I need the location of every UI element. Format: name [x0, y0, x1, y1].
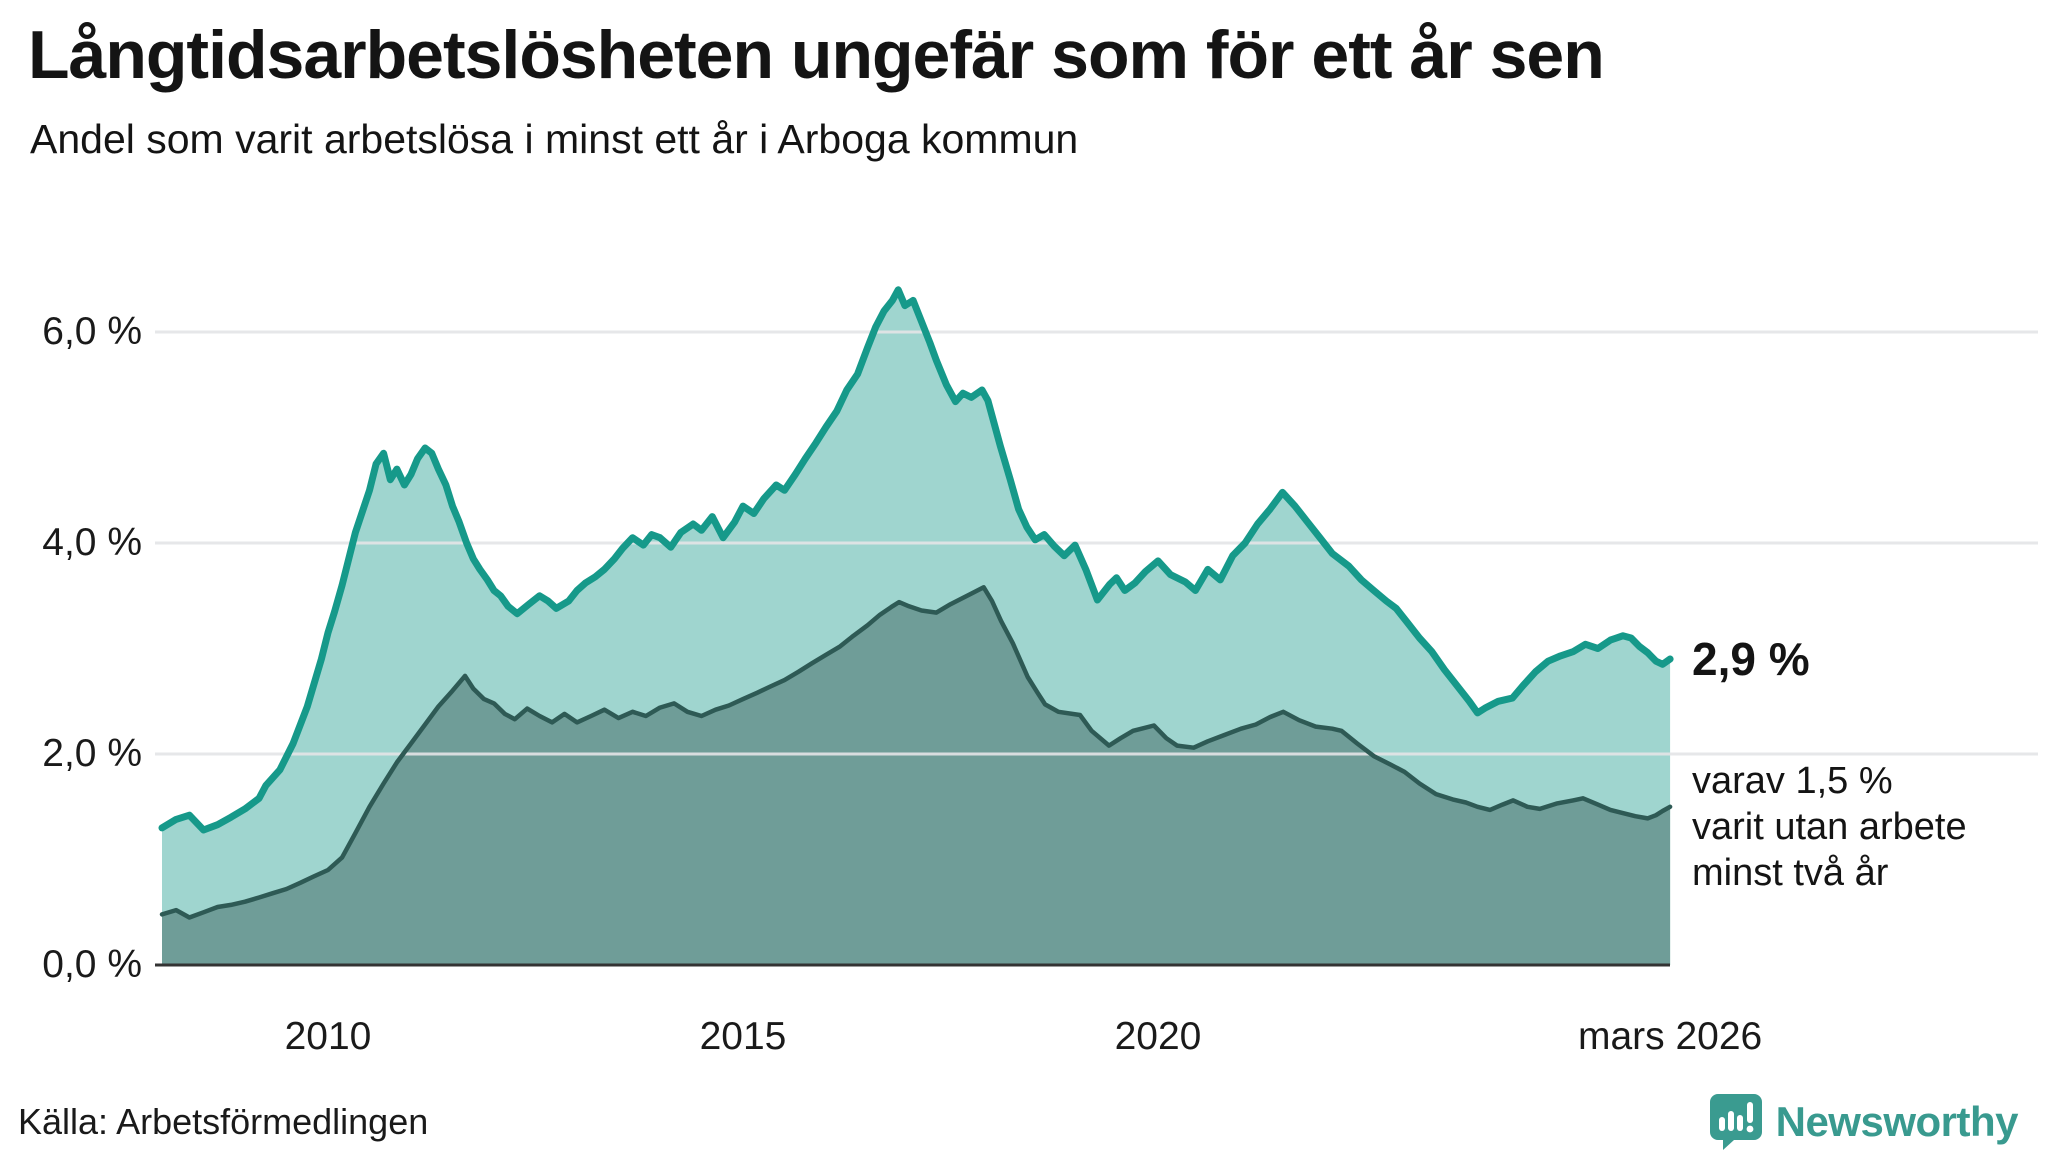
line-two-years [159, 585, 1673, 920]
newsworthy-logo-text: Newsworthy [1775, 1098, 2019, 1145]
y-tick-label: 2,0 % [42, 732, 142, 775]
line-one-year [158, 286, 1674, 834]
newsworthy-bubble-chart-icon [1709, 1094, 1762, 1150]
newsworthy-logo: Newsworthy [1709, 1094, 2019, 1150]
y-tick-label: 6,0 % [42, 310, 142, 353]
area-fill-two-years [162, 587, 1671, 965]
series-end-value-label: 2,9 % [1692, 633, 1810, 685]
page-title: Långtidsarbetslösheten ungefär som för e… [28, 17, 1605, 93]
x-tick-label: mars 2026 [1577, 1015, 1763, 1058]
y-tick-label: 4,0 % [42, 521, 142, 564]
x-tick-label: 2020 [1114, 1015, 1202, 1058]
x-tick-label: 2010 [284, 1015, 372, 1058]
x-tick-label: 2015 [699, 1015, 787, 1058]
annotation-line: minst två år [1692, 852, 1889, 894]
speech-bubble-shape [1709, 1094, 1762, 1150]
page-subtitle: Andel som varit arbetslösa i minst ett å… [30, 116, 1079, 162]
y-tick-label: 0,0 % [42, 943, 142, 986]
series-secondary-annotation: varav 1,5 % varit utan arbete minst två … [1692, 758, 1967, 896]
annotation-line: varav 1,5 % [1692, 760, 1893, 802]
source-caption: Källa: Arbetsförmedlingen [18, 1101, 429, 1142]
annotation-line: varit utan arbete [1692, 806, 1967, 848]
